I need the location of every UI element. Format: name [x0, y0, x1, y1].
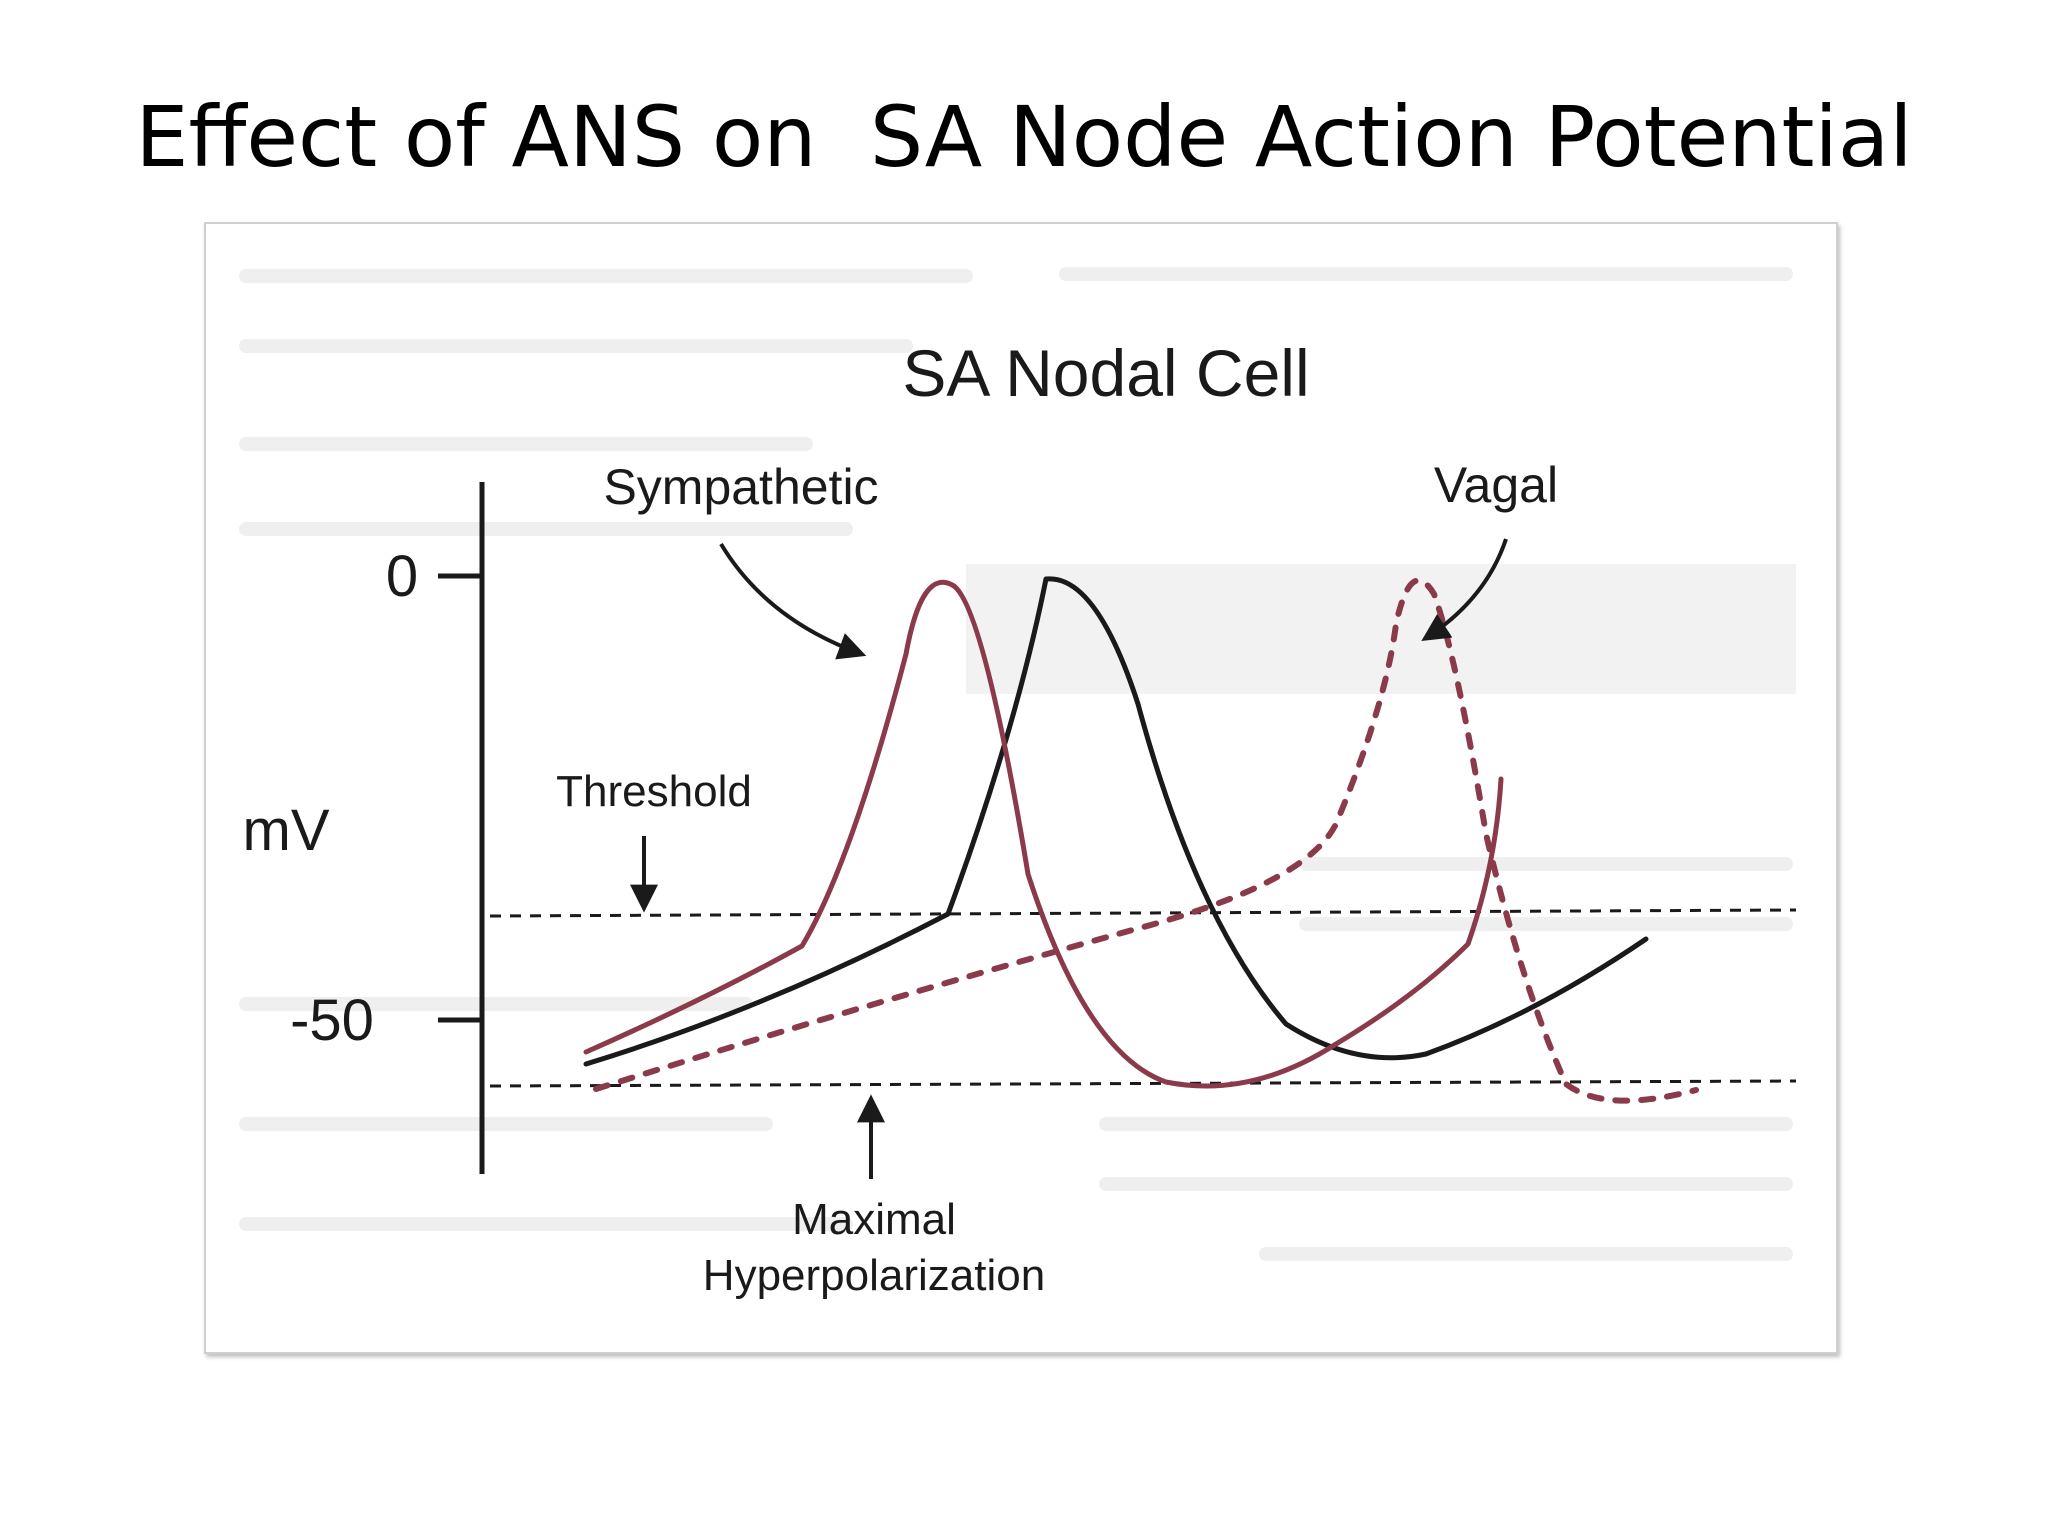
y-tick-label-minus-50: -50 [290, 988, 374, 1053]
threshold-label: Threshold [556, 767, 752, 816]
threshold-line [489, 908, 1797, 918]
vagal-label: Vagal [1434, 457, 1558, 513]
action-potential-diagram: SA Nodal Cell 0 -50 mV Sympathetic Vagal… [239, 267, 1797, 1300]
sympathetic-label: Sympathetic [603, 459, 878, 515]
slide-title: Effect of ANS on SA Node Action Potentia… [135, 88, 1913, 186]
vagal-arrow [1421, 538, 1508, 642]
figure-title: SA Nodal Cell [902, 336, 1309, 410]
maximal-hyperpolarization-line [489, 1079, 1797, 1088]
sympathetic-arrow [719, 542, 867, 660]
sympathetic-action-potential-curve [583, 579, 1504, 1089]
maximal-label: Maximal [792, 1195, 956, 1244]
vagal-action-potential-curve [593, 577, 1699, 1104]
y-tick-label-0: 0 [386, 544, 418, 609]
normal-action-potential-curve [583, 576, 1649, 1067]
background-gray-band [966, 564, 1796, 694]
figure-frame: SA Nodal Cell 0 -50 mV Sympathetic Vagal… [204, 222, 1838, 1354]
y-axis-label: mV [243, 798, 330, 863]
hyperpolarization-label: Hyperpolarization [703, 1251, 1045, 1300]
background-bleed-texture [239, 267, 1793, 1261]
